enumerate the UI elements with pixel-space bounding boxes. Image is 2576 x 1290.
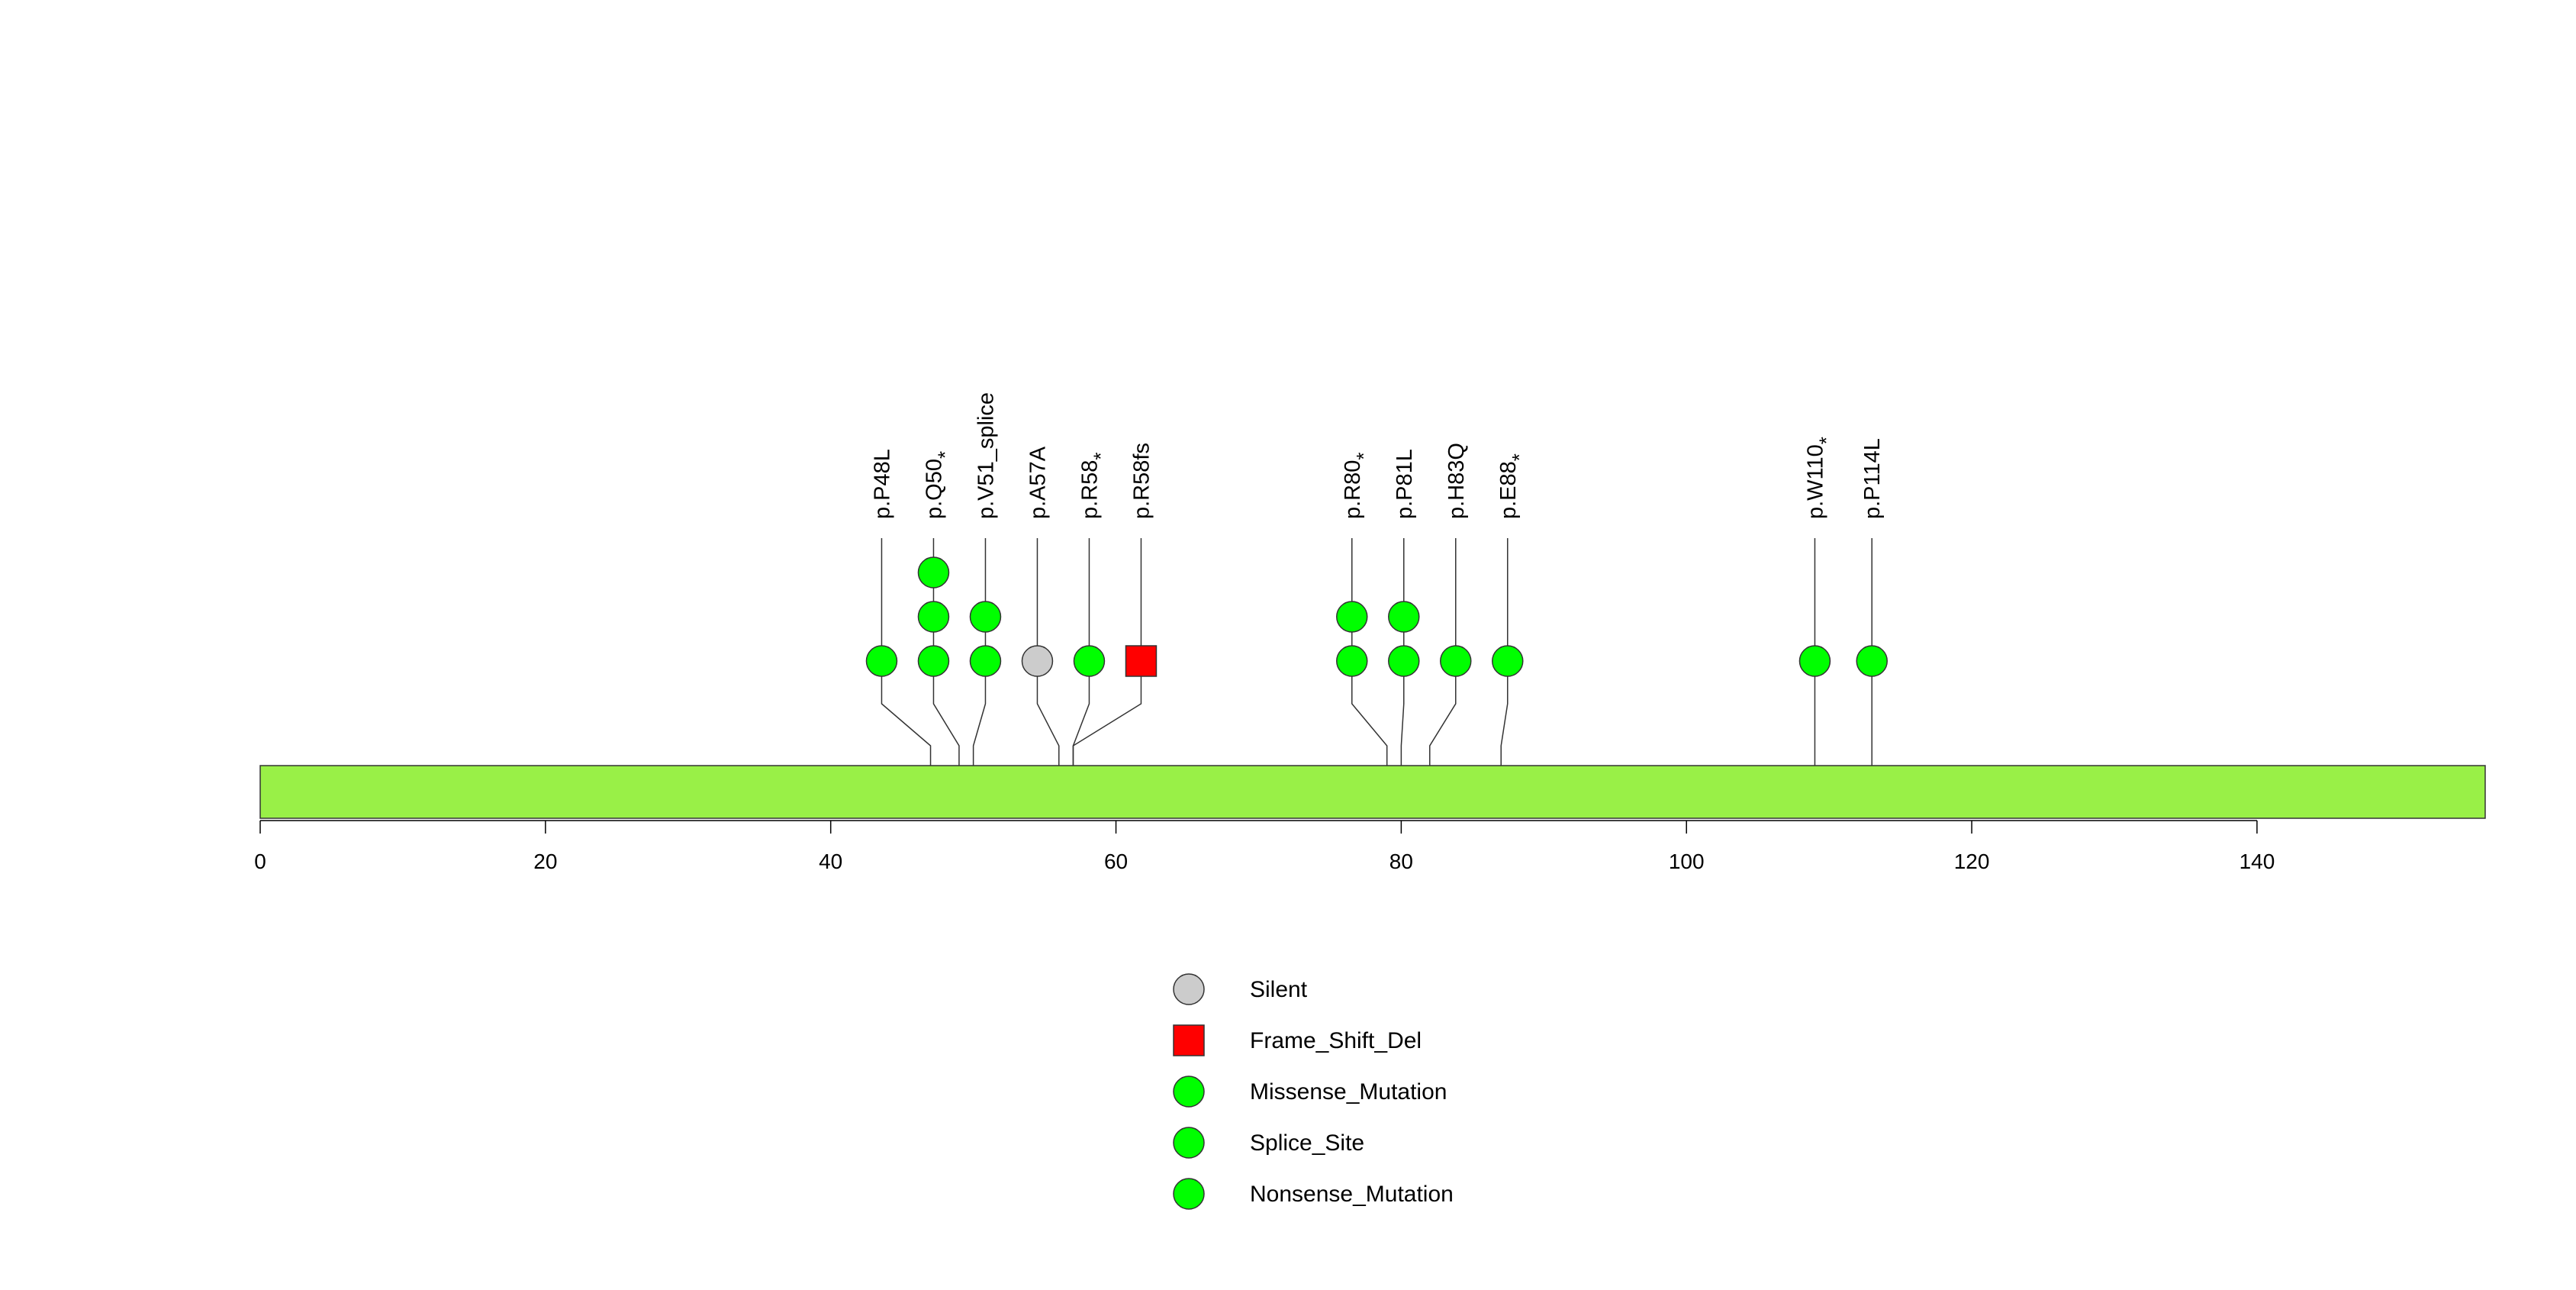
missense-mutation-marker [1856, 645, 1888, 677]
legend-label: Missense_Mutation [1250, 1079, 1447, 1105]
mutation-label: p.Q50* [922, 451, 956, 519]
x-axis: 0 20 40 60 80 100 120 140 [254, 820, 2275, 873]
missense-mutation-marker [865, 645, 898, 677]
x-tick-label: 140 [2240, 850, 2275, 873]
legend-label: Nonsense_Mutation [1250, 1182, 1454, 1207]
missense-mutation-marker [1440, 645, 1472, 677]
nonsense-mutation-marker [917, 556, 950, 589]
nonsense-star: * [933, 451, 956, 459]
mutation-label-text: p.W110* [1803, 437, 1837, 519]
silent-marker [1021, 645, 1054, 677]
legend-circle-icon [1173, 1076, 1205, 1108]
nonsense-star: * [1814, 437, 1837, 444]
legend-label: Silent [1250, 977, 1308, 1002]
nonsense-mutation-marker [1336, 601, 1368, 633]
mutation-label: p.R80* [1341, 452, 1375, 519]
missense-mutation-marker [1388, 645, 1420, 677]
x-tick-label: 20 [533, 850, 557, 873]
mutation-label: p.A57A [1026, 446, 1050, 519]
mutation-label: p.P48L [870, 449, 894, 519]
mutation-label: p.R58* [1077, 452, 1112, 519]
x-tick-label: 60 [1104, 850, 1128, 873]
mutation-marks [865, 556, 1888, 677]
x-tick-label: 80 [1389, 850, 1413, 873]
frame-shift-del-marker [1125, 645, 1158, 677]
mutation-label-text: p.Q50* [922, 451, 956, 519]
mutation-label-text: p.H83Q [1444, 443, 1469, 519]
splice-site-marker [969, 601, 1002, 633]
mutation-label-text: p.R58fs [1129, 443, 1154, 519]
mutation-label: p.W110* [1803, 437, 1837, 519]
nonsense-mutation-marker [1336, 645, 1368, 677]
mutation-label-text: p.A57A [1026, 446, 1050, 519]
nonsense-star: * [1508, 453, 1531, 461]
mutation-label-text: p.P48L [870, 449, 894, 519]
splice-site-marker [969, 645, 1002, 677]
mutation-label-text: p.P81L [1393, 449, 1417, 519]
legend: Silent Frame_Shift_Del Missense_Mutation Sp… [1173, 973, 1454, 1210]
legend-circle-icon [1173, 973, 1205, 1005]
mutation-label: p.P81L [1393, 449, 1417, 519]
legend-label: Splice_Site [1250, 1130, 1364, 1156]
mutation-label: p.E88* [1496, 453, 1531, 519]
x-tick-label: 0 [254, 850, 266, 873]
missense-mutation-marker [1388, 601, 1420, 633]
legend-circle-icon [1173, 1178, 1205, 1210]
nonsense-mutation-marker [1798, 645, 1831, 677]
mutation-label: p.H83Q [1444, 443, 1469, 519]
nonsense-star: * [1352, 452, 1375, 460]
legend-circle-icon [1173, 1127, 1205, 1159]
nonsense-mutation-marker [1073, 645, 1106, 677]
mutation-labels: p.P48L p.Q50* p.V51_splice p.A57A p.R58* p.R5… [870, 392, 1885, 519]
nonsense-star: * [1089, 452, 1112, 460]
nonsense-mutation-marker [917, 601, 950, 633]
mutation-label: p.V51_splice [974, 392, 998, 519]
mutation-label: p.R58fs [1129, 443, 1154, 519]
legend-square-icon [1173, 1024, 1205, 1056]
mutation-label-text: p.P114L [1860, 438, 1885, 519]
mutation-label-text: p.E88* [1496, 453, 1531, 519]
mutation-label: p.P114L [1860, 438, 1885, 519]
x-tick-label: 100 [1669, 850, 1705, 873]
x-tick-label: 40 [819, 850, 842, 873]
protein-domain-bar [259, 765, 2486, 819]
nonsense-mutation-marker [917, 645, 950, 677]
nonsense-mutation-marker [1492, 645, 1524, 677]
x-tick-label: 120 [1954, 850, 1990, 873]
legend-label: Frame_Shift_Del [1250, 1028, 1422, 1053]
mutation-label-text: p.V51_splice [974, 392, 998, 519]
mutation-label-text: p.R58* [1077, 452, 1112, 519]
mutation-label-text: p.R80* [1341, 452, 1375, 519]
